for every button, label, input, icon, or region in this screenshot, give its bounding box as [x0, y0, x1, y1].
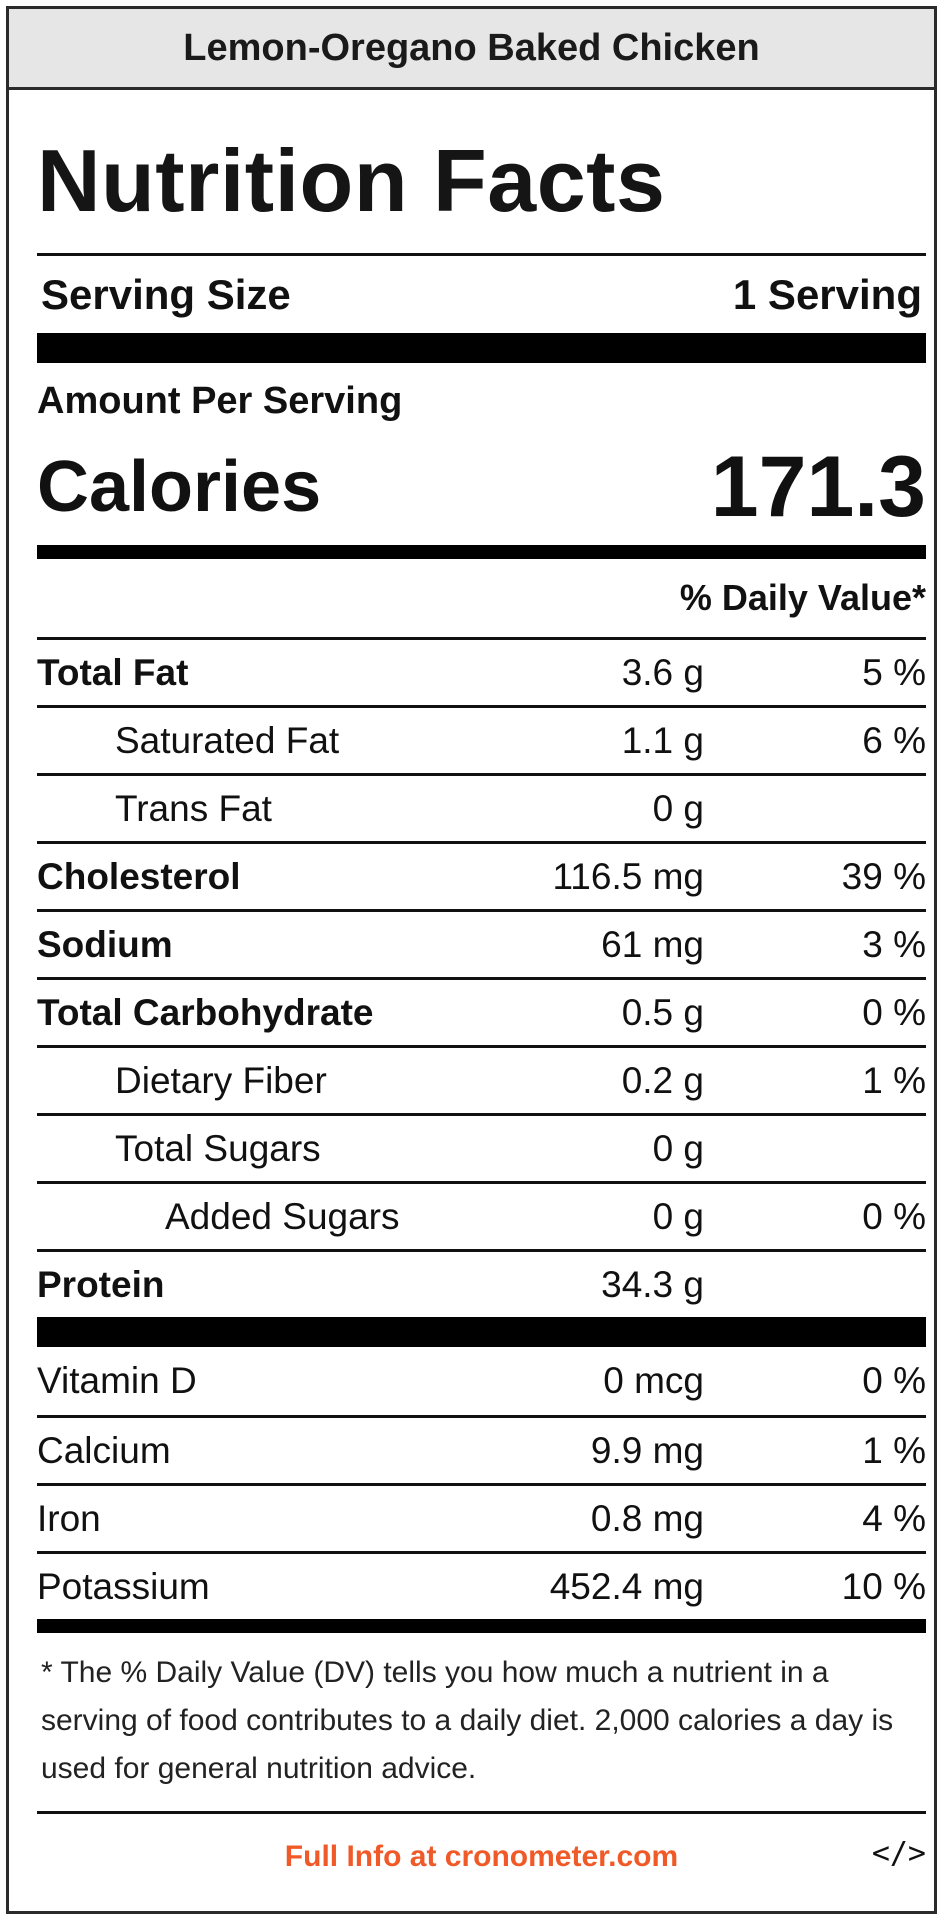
vitamin-row-vitamin-d: Vitamin D 0 mcg 0 % [37, 1347, 926, 1415]
footer: Full Info at cronometer.com </> [37, 1814, 926, 1900]
nutrient-row-total-carbohydrate: Total Carbohydrate 0.5 g 0 % [37, 977, 926, 1045]
nutrient-name: Protein [37, 1263, 165, 1305]
nutrient-dv: 0 % [862, 991, 926, 1033]
vitamin-row-potassium: Potassium 452.4 mg 10 % [37, 1551, 926, 1619]
vitamin-name: Iron [37, 1497, 101, 1539]
nutrient-row-dietary-fiber: Dietary Fiber 0.2 g 1 % [37, 1045, 926, 1113]
vitamin-name: Calcium [37, 1429, 171, 1471]
vitamin-dv: 1 % [862, 1429, 926, 1471]
nutrient-name: Added Sugars [165, 1195, 400, 1237]
nutrient-dv: 6 % [862, 719, 926, 761]
nutrient-row-total-sugars: Total Sugars 0 g [37, 1113, 926, 1181]
cronometer-link[interactable]: Full Info at cronometer.com [284, 1840, 679, 1873]
vitamin-name: Vitamin D [37, 1360, 197, 1401]
nutrient-name: Saturated Fat [115, 719, 340, 761]
nutrient-amount: 116.5 mg [552, 855, 704, 897]
code-embed-icon[interactable]: </> [871, 1836, 926, 1871]
vitamin-amount: 0 mcg [603, 1360, 704, 1401]
nutrient-amount: 0 g [652, 787, 704, 829]
nutrient-amount: 0 g [652, 1127, 704, 1169]
nutrient-row-protein: Protein 34.3 g [37, 1249, 926, 1317]
vitamin-row-iron: Iron 0.8 mg 4 % [37, 1483, 926, 1551]
serving-size-label: Serving Size [41, 270, 291, 318]
nutrient-dv: 3 % [862, 923, 926, 965]
calories-value: 171.3 [710, 438, 926, 535]
nutrient-dv: 1 % [862, 1059, 926, 1101]
nutrient-dv: 0 % [862, 1195, 926, 1237]
recipe-title: Lemon-Oregano Baked Chicken [9, 9, 934, 90]
serving-size-row: Serving Size 1 Serving [37, 253, 926, 333]
thin-divider [37, 1811, 926, 1814]
nutrition-facts-heading: Nutrition Facts [37, 131, 666, 230]
nutrient-name: Trans Fat [115, 787, 272, 829]
nutrient-dv: 39 % [841, 855, 926, 897]
medium-divider [37, 1619, 926, 1633]
nutrient-name: Dietary Fiber [115, 1059, 327, 1101]
nutrient-amount: 0 g [652, 1195, 704, 1237]
nutrient-amount: 0.2 g [621, 1059, 704, 1101]
daily-value-footnote: * The % Daily Value (DV) tells you how m… [41, 1656, 894, 1785]
vitamin-amount: 452.4 mg [549, 1565, 704, 1607]
nutrient-row-total-fat: Total Fat 3.6 g 5 % [37, 637, 926, 705]
nutrition-panel: Lemon-Oregano Baked Chicken Nutrition Fa… [6, 6, 937, 1914]
vitamin-amount: 0.8 mg [590, 1497, 704, 1539]
nutrient-row-saturated-fat: Saturated Fat 1.1 g 6 % [37, 705, 926, 773]
nutrition-label: Nutrition Facts Serving Size 1 Serving A… [37, 93, 926, 1900]
nutrient-row-added-sugars: Added Sugars 0 g 0 % [37, 1181, 926, 1249]
vitamin-dv: 0 % [862, 1360, 926, 1401]
calories-row: Calories 171.3 [37, 429, 926, 545]
nutrient-amount: 0.5 g [621, 991, 704, 1033]
nutrient-amount: 3.6 g [621, 651, 704, 693]
medium-divider [37, 545, 926, 559]
vitamin-dv: 10 % [841, 1565, 926, 1607]
vitamin-name: Potassium [37, 1565, 210, 1607]
calories-label: Calories [37, 447, 322, 527]
nutrient-amount: 1.1 g [621, 719, 704, 761]
vitamin-dv: 4 % [862, 1497, 926, 1539]
nutrient-amount: 61 mg [601, 923, 704, 965]
nutrient-row-trans-fat: Trans Fat 0 g [37, 773, 926, 841]
thick-divider [37, 1317, 926, 1347]
nutrient-name: Cholesterol [37, 855, 241, 897]
thick-divider [37, 333, 926, 363]
serving-size-value: 1 Serving [732, 270, 922, 318]
nutrient-dv: 5 % [862, 651, 926, 693]
nutrient-name: Sodium [37, 923, 173, 965]
vitamin-amount: 9.9 mg [590, 1429, 704, 1471]
nutrient-name: Total Fat [37, 651, 189, 693]
nutrient-amount: 34.3 g [601, 1263, 704, 1305]
nutrient-row-sodium: Sodium 61 mg 3 % [37, 909, 926, 977]
vitamin-row-calcium: Calcium 9.9 mg 1 % [37, 1415, 926, 1483]
nutrient-row-cholesterol: Cholesterol 116.5 mg 39 % [37, 841, 926, 909]
daily-value-header: % Daily Value* [679, 577, 926, 618]
nutrient-name: Total Sugars [115, 1127, 321, 1169]
nutrient-name: Total Carbohydrate [37, 991, 374, 1033]
amount-per-serving: Amount Per Serving [37, 379, 403, 422]
